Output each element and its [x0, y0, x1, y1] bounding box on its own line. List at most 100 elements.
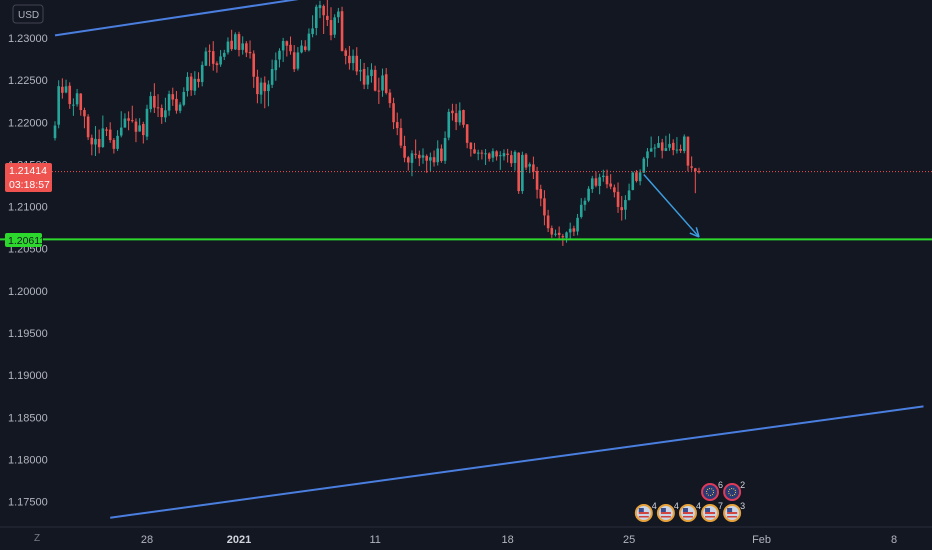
candle: [414, 139, 417, 159]
candle: [557, 226, 561, 241]
candle-body: [657, 143, 660, 148]
candle: [649, 136, 653, 152]
candle: [204, 47, 208, 67]
event-count: 6: [718, 480, 723, 490]
candle-body: [484, 153, 487, 155]
eu-event-2-icon[interactable]: 2: [723, 480, 745, 501]
candle-body: [359, 70, 362, 72]
candle-body: [535, 171, 539, 190]
candle: [572, 225, 576, 237]
candle-body: [377, 90, 381, 92]
candle: [451, 103, 454, 121]
down-arrow[interactable]: [643, 174, 700, 238]
candle-body: [418, 154, 421, 159]
candle: [388, 89, 392, 108]
candle: [609, 174, 612, 190]
candle: [200, 61, 204, 87]
candle-body: [200, 64, 204, 83]
candle: [256, 69, 259, 104]
us-event-4-icon[interactable]: 7: [701, 501, 723, 522]
candle-body: [289, 44, 292, 52]
candle: [491, 148, 495, 163]
candle: [208, 44, 211, 67]
candle-body: [502, 153, 506, 157]
candle: [440, 144, 443, 163]
support-price-tag-bg: [5, 233, 42, 247]
candle-body: [178, 104, 182, 111]
candle-body: [660, 142, 664, 151]
candle: [480, 149, 484, 160]
candle: [318, 0, 322, 19]
candle: [410, 150, 414, 177]
candle-body: [513, 151, 517, 163]
candle: [348, 45, 351, 70]
candle-body: [94, 138, 97, 145]
candle: [97, 129, 101, 154]
event-count: 4: [696, 501, 701, 511]
candle-body: [451, 110, 454, 114]
candle-body: [576, 217, 579, 232]
candle: [546, 209, 550, 233]
us-event-1-icon[interactable]: 4: [634, 501, 657, 522]
candle-body: [326, 15, 329, 20]
candle-body: [590, 178, 594, 190]
eu-event-1-icon[interactable]: 6: [701, 480, 723, 501]
auto-scale-button-label[interactable]: Z: [34, 533, 40, 544]
flag-canton: [727, 508, 733, 512]
upper-channel-line[interactable]: [54, 0, 299, 37]
candle: [130, 105, 134, 123]
candle-body: [311, 28, 314, 35]
candle: [362, 62, 366, 90]
candle: [186, 72, 189, 97]
candle: [281, 37, 285, 62]
candle: [373, 65, 377, 92]
us-event-5-icon[interactable]: 3: [723, 501, 745, 522]
event-count: 3: [740, 501, 745, 511]
candle: [314, 4, 318, 36]
candle: [119, 111, 123, 138]
lower-channel-line[interactable]: [110, 405, 924, 519]
candle-body: [605, 175, 609, 185]
candle-body: [248, 52, 252, 54]
flag-stripe: [705, 512, 716, 514]
candle: [602, 169, 605, 182]
current-price-tag-bg: [5, 163, 52, 192]
candle-body: [399, 128, 403, 146]
us-event-2-icon[interactable]: 4: [656, 501, 679, 522]
candle: [502, 149, 506, 161]
candle: [300, 40, 303, 54]
current-price-tag: 1.21414 03:18:57: [5, 163, 52, 192]
candle-body: [307, 33, 311, 51]
candle: [259, 77, 263, 104]
time-axis[interactable]: 28 2021 11 18 25 Feb 8: [141, 534, 897, 546]
candle-body: [480, 152, 484, 154]
candle-body: [160, 108, 164, 118]
candle: [263, 76, 267, 109]
candle-body: [443, 138, 447, 161]
flag-stripe: [660, 516, 671, 518]
candle-body: [344, 50, 348, 56]
candle: [476, 149, 480, 161]
candle-body: [182, 91, 186, 105]
candle: [682, 134, 686, 154]
candle: [605, 169, 609, 189]
candle: [579, 198, 583, 219]
candle: [90, 134, 94, 156]
candle: [337, 7, 340, 23]
candle-body: [395, 122, 399, 129]
currency-button-label[interactable]: USD: [18, 10, 39, 21]
currency-button[interactable]: USD: [12, 4, 44, 24]
event-flag-icon: [723, 483, 742, 501]
candle-body: [138, 125, 141, 132]
candle: [590, 175, 594, 193]
us-event-3-icon[interactable]: 4: [678, 501, 701, 522]
candle-body: [557, 232, 561, 235]
candle-body: [550, 228, 554, 235]
currency-button-bg[interactable]: [12, 4, 44, 24]
candle-body: [127, 118, 130, 121]
candle: [576, 213, 579, 236]
candle: [513, 150, 517, 171]
auto-scale-button[interactable]: Z: [34, 533, 40, 544]
